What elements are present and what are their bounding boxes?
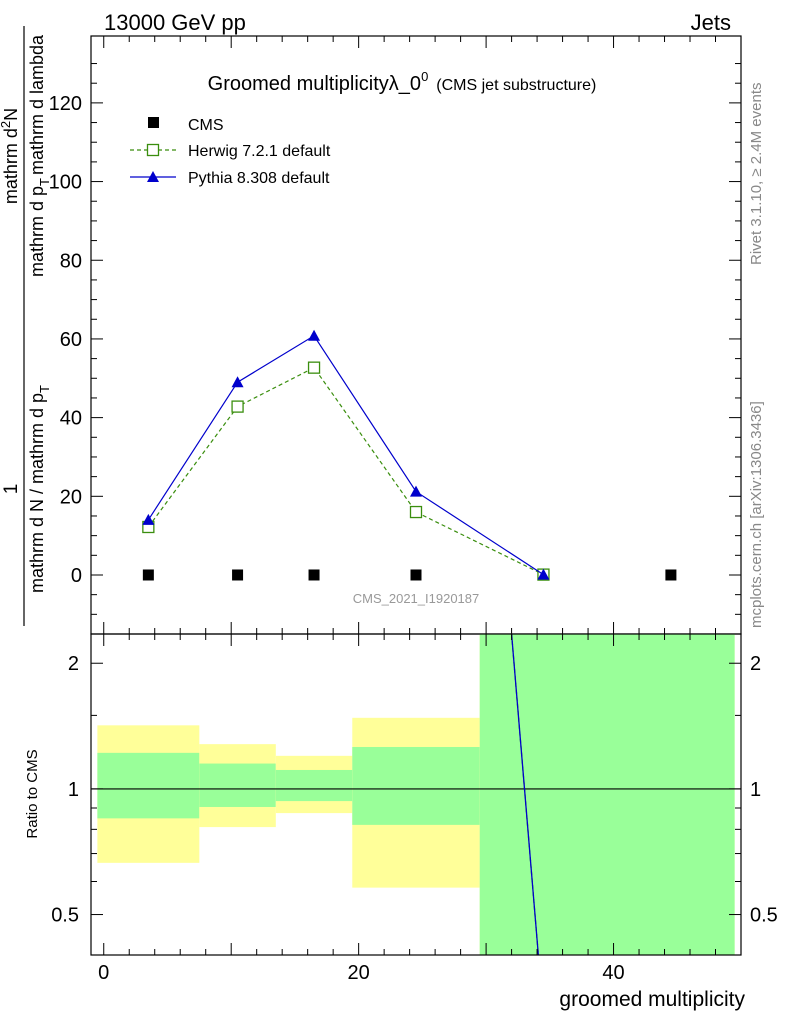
herwig-point xyxy=(409,505,423,519)
pythia-point xyxy=(410,485,422,497)
ratio-band-green-4 xyxy=(479,634,735,955)
pythia-point xyxy=(537,568,550,580)
cms-point xyxy=(142,569,154,581)
series-line-1 xyxy=(147,366,544,576)
legend-cms-marker xyxy=(148,117,159,128)
ratio-y-tick-label: 1 xyxy=(68,779,79,801)
ratio-y-tick-label-right: 0.5 xyxy=(750,905,778,927)
legend-herwig-marker xyxy=(146,143,160,157)
herwig-point xyxy=(307,361,321,374)
y-label-denominator: mathrm d N / mathrm d pT xyxy=(27,385,52,593)
pythia-point xyxy=(231,376,244,388)
ratio-y-tick-label-right: 1 xyxy=(750,779,761,801)
y-label-right-numerator: mathrm d2N xyxy=(0,108,21,204)
y-tick-label: 60 xyxy=(60,329,82,351)
main-y-label: 1 mathrm d N / mathrm d pT mathrm d2N ma… xyxy=(0,26,52,626)
ratio-frame xyxy=(90,633,742,956)
ratio-y-label: Ratio to CMS xyxy=(24,749,41,838)
y-label-right-denominator-text: mathrm d p xyxy=(27,186,47,277)
ratio-panel: 0.5 0.51 12 20 20 40 Ratio to CMS groomed mul… xyxy=(24,633,778,1011)
y-tick-label: 20 xyxy=(60,486,82,508)
cms-point xyxy=(232,569,244,581)
x-tick-label: 20 xyxy=(348,962,370,984)
series-line-2 xyxy=(147,334,544,576)
ratio-y-tick-label: 2 xyxy=(68,653,79,675)
cms-point xyxy=(665,569,677,581)
y-label-numerator: 1 xyxy=(1,484,22,495)
x-tick-label: 40 xyxy=(602,962,624,984)
plot-subtitle: (CMS jet substructure) xyxy=(436,77,596,94)
cms-point xyxy=(308,569,320,581)
y-label-denominator-sub: T xyxy=(37,385,52,393)
ratio-bands xyxy=(91,634,741,955)
y-tick-label: 0 xyxy=(71,565,82,587)
pythia-point xyxy=(142,513,155,525)
y-tick-label: 120 xyxy=(49,93,82,115)
plot-title-text: Groomed multiplicityλ_0 xyxy=(208,73,421,95)
legend-cms-label: CMS xyxy=(188,117,224,134)
ratio-band-green-0 xyxy=(97,752,200,819)
main-panel: Groomed multiplicityλ_00(CMS jet substru… xyxy=(49,35,742,635)
ratio-band-green-3 xyxy=(352,746,480,825)
y-tick-label: 80 xyxy=(60,250,82,272)
ratio-y-tick-label: 0.5 xyxy=(51,905,79,927)
legend: CMS Herwig 7.2.1 default Pythia 8.308 de… xyxy=(130,117,331,187)
herwig-point xyxy=(231,400,244,413)
y-label-right-denominator-end: mathrm d lambda xyxy=(27,34,47,175)
ratio-line-1 xyxy=(510,634,540,955)
y-label-denominator-text: mathrm d N / mathrm d p xyxy=(27,393,47,593)
y-label-right-denominator-sub: T xyxy=(37,178,52,186)
process-label: Jets xyxy=(691,10,731,35)
ratio-band-green-1 xyxy=(199,763,276,807)
plot-title-superscript: 0 xyxy=(421,69,428,84)
rivet-version-label: Rivet 3.1.10, ≥ 2.4M events xyxy=(748,83,765,266)
legend-pythia-marker xyxy=(147,171,159,182)
ratio-y-tick-label-right: 2 xyxy=(750,653,761,675)
y-label-right-numerator-sup: 2 xyxy=(0,121,13,128)
pythia-point xyxy=(308,329,321,341)
analysis-label: CMS_2021_I1920187 xyxy=(353,591,480,606)
beam-label: 13000 GeV pp xyxy=(104,10,246,35)
cms-point xyxy=(410,569,422,581)
legend-herwig-label: Herwig 7.2.1 default xyxy=(188,143,331,160)
plot-title: Groomed multiplicityλ_00 (CMS jet substru… xyxy=(208,69,597,95)
y-tick-label: 40 xyxy=(60,408,82,430)
y-label-right-numerator-end: N xyxy=(1,108,21,121)
y-label-right-denominator: mathrm d pTmathrm d lambda xyxy=(27,34,52,277)
ratio-band-green-2 xyxy=(275,769,353,802)
x-axis-label: groomed multiplicity xyxy=(559,988,745,1011)
x-tick-label: 0 xyxy=(98,962,109,984)
main-series xyxy=(142,329,677,581)
y-label-right-numerator-text: mathrm d xyxy=(1,128,21,204)
mcplots-credit-label: mcplots.cern.ch [arXiv:1306.3436] xyxy=(748,401,765,628)
y-tick-label: 100 xyxy=(49,172,82,194)
ratio-series xyxy=(510,634,540,955)
legend-pythia-label: Pythia 8.308 default xyxy=(188,170,330,187)
